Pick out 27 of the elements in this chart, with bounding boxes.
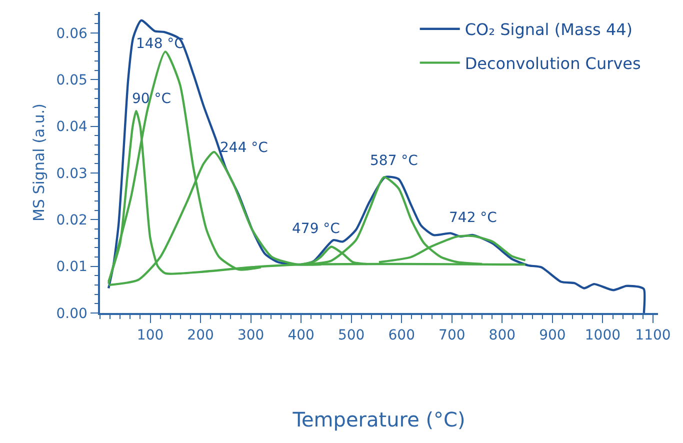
x-tick-label: 700 xyxy=(438,328,466,344)
x-tick-label: 300 xyxy=(237,328,264,344)
y-tick-label: 0.01 xyxy=(56,259,88,276)
y-tick-label: 0.04 xyxy=(56,119,88,136)
x-tick-label: 500 xyxy=(338,328,365,344)
y-tick-label: 0.05 xyxy=(56,72,88,89)
y-tick-label: 0.06 xyxy=(56,26,88,42)
legend-label: Deconvolution Curves xyxy=(464,54,641,73)
x-tick-label: 900 xyxy=(539,328,566,344)
y-tick-label: 0.02 xyxy=(56,212,88,229)
annotation: 742 °C xyxy=(449,210,498,226)
legend-label: CO₂ Signal (Mass 44) xyxy=(464,20,633,40)
x-tick-label: 400 xyxy=(288,328,314,344)
x-tick-label: 200 xyxy=(187,328,214,344)
annotation: 479 °C xyxy=(292,221,340,237)
x-tick-label: 1000 xyxy=(584,328,621,344)
x-tick-label: 1100 xyxy=(635,328,671,344)
annotation: 90 °C xyxy=(132,91,172,107)
y-tick-label: 0.03 xyxy=(56,166,88,182)
x-axis-title: Temperature (°C) xyxy=(292,408,466,432)
x-tick-label: 800 xyxy=(488,328,516,344)
x-tick-label: 100 xyxy=(136,328,164,344)
annotation: 244 °C xyxy=(220,140,268,156)
x-tick-label: 600 xyxy=(388,328,415,344)
y-tick-label: 0.00 xyxy=(56,306,88,322)
annotation: 587 °C xyxy=(370,153,418,169)
y-axis-title: MS Signal (a.u.) xyxy=(30,103,48,222)
